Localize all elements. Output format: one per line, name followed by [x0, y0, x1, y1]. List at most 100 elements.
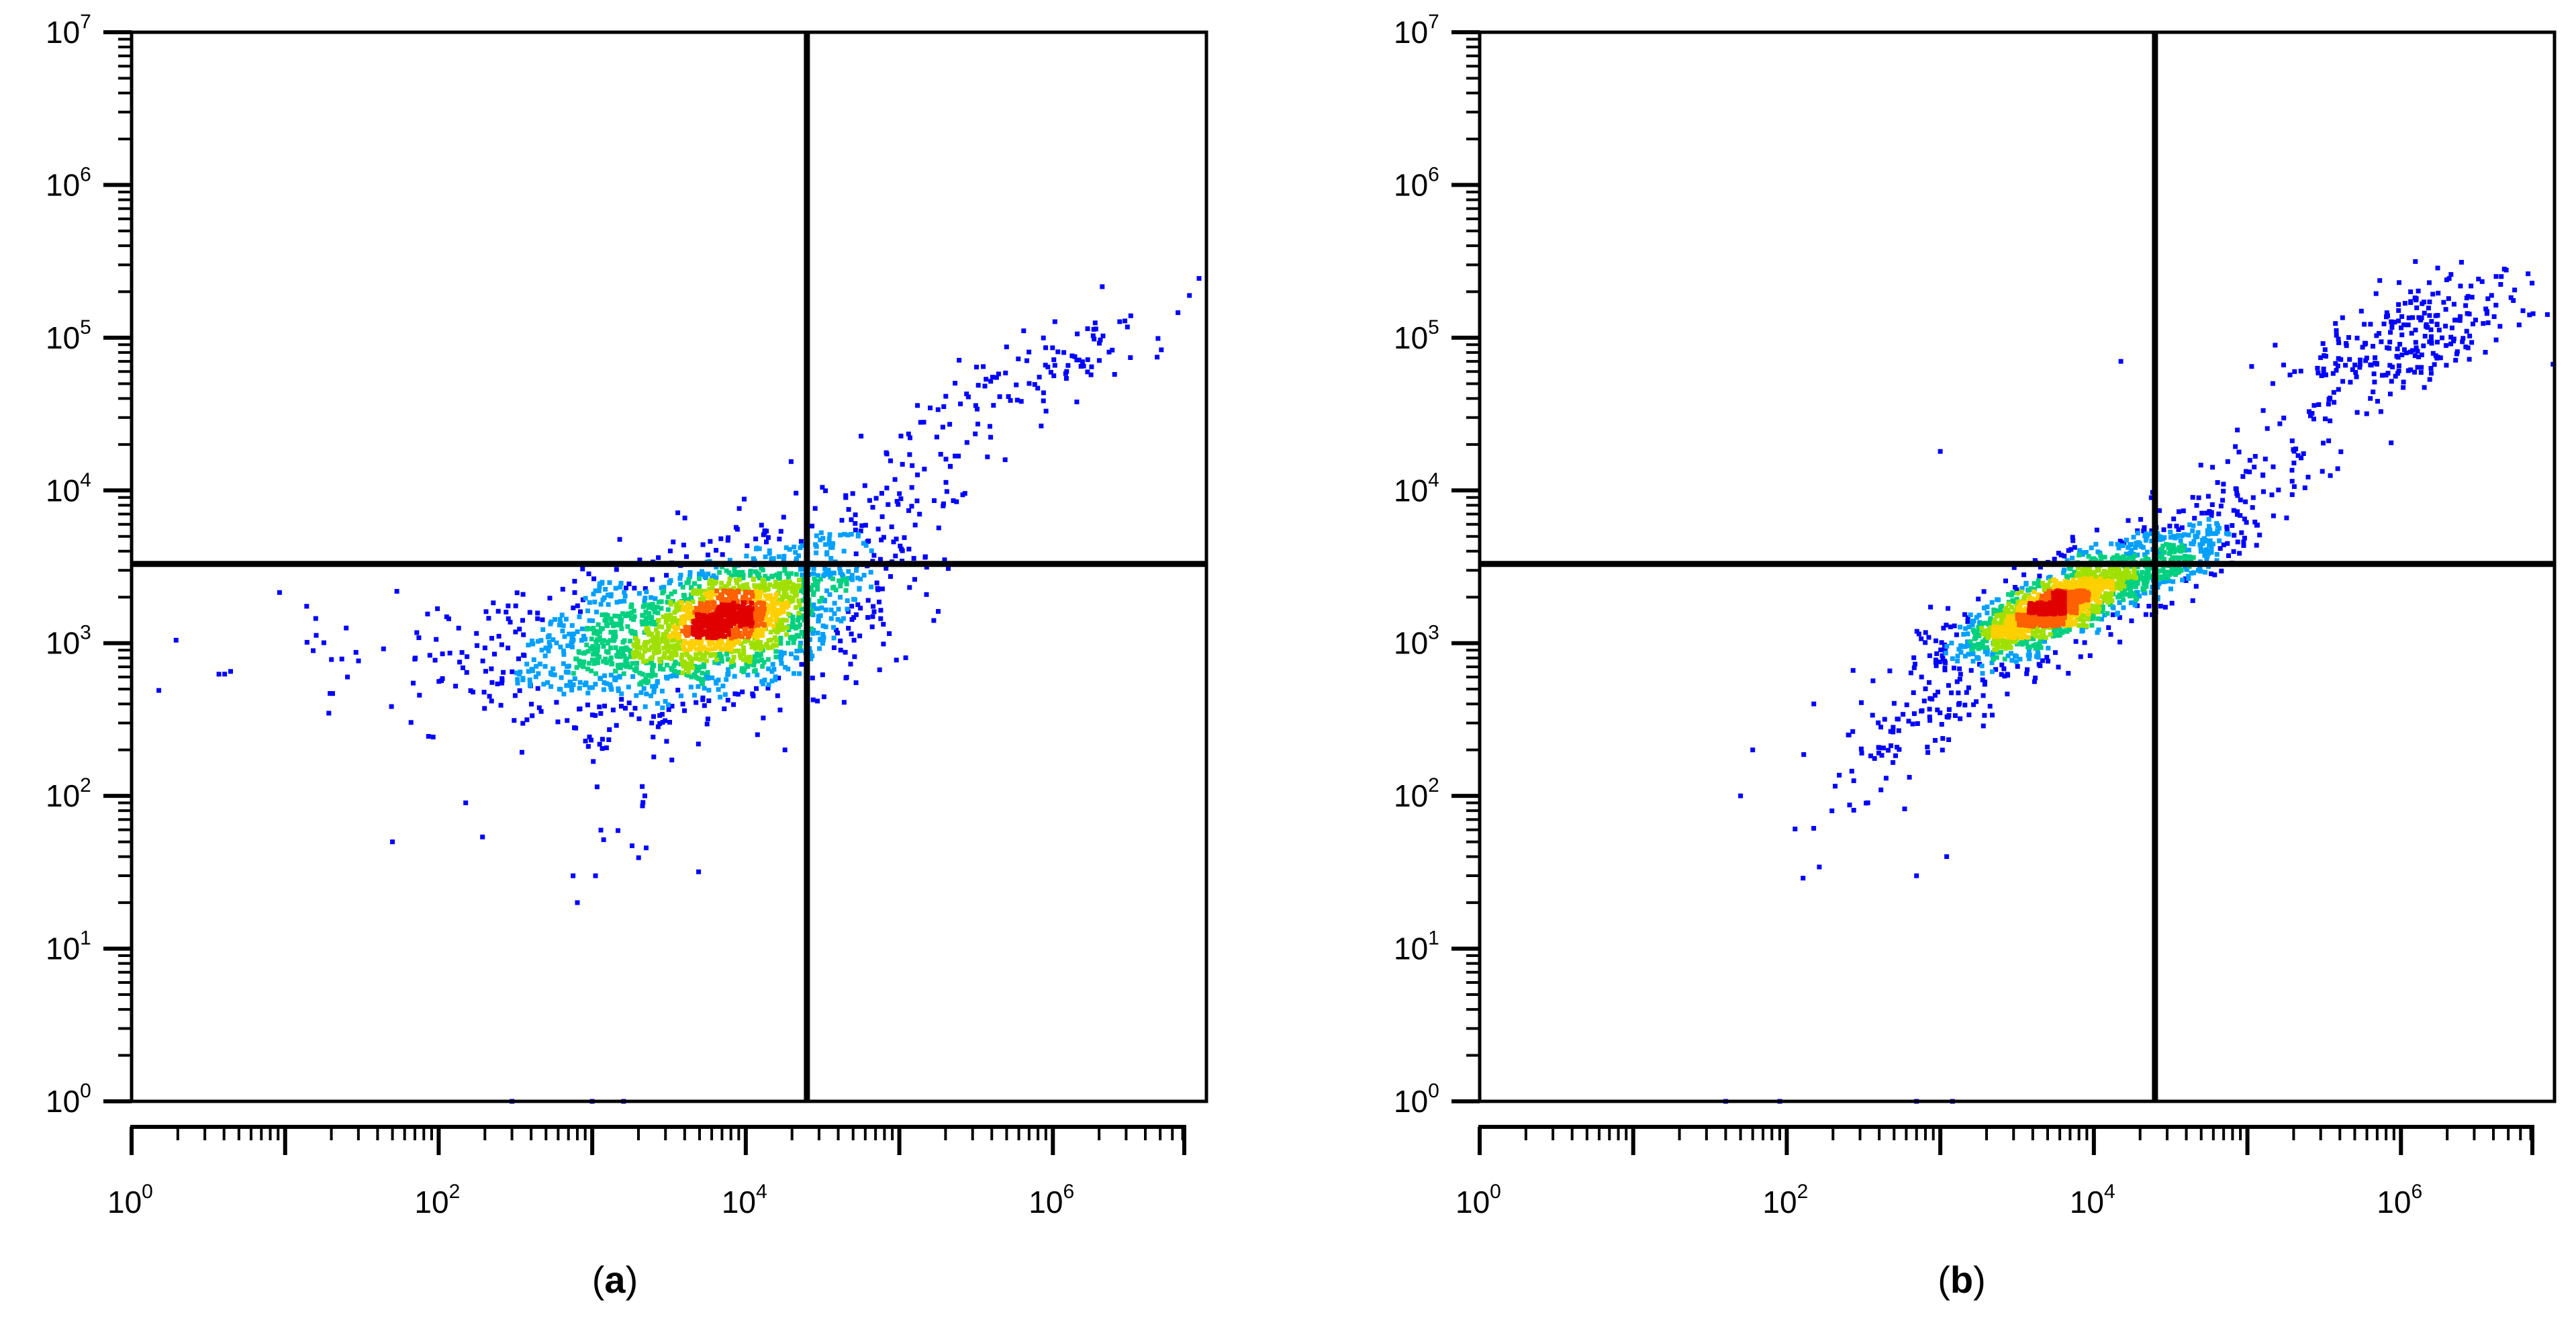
panel-b-event-point	[2221, 488, 2226, 494]
panel-a-event-point	[879, 537, 884, 543]
panel-a-event-point	[1035, 385, 1041, 391]
panel-a-event-point	[708, 539, 713, 544]
panel-b-event-point	[2167, 572, 2173, 578]
panel-b-event-point	[2096, 627, 2101, 633]
panel-b-event-point	[1928, 604, 1934, 610]
panel-a-event-point	[683, 598, 688, 603]
panel-a-event-point	[714, 657, 719, 662]
panel-a-event-point	[546, 639, 552, 645]
panel-a-event-point	[790, 621, 795, 627]
panel-b-event-point	[2082, 576, 2087, 582]
panel-b-event-point	[2168, 557, 2174, 563]
panel-a-event-point	[692, 581, 697, 586]
panel-b-event-point	[2119, 590, 2125, 595]
panel-a-event-point	[843, 649, 848, 655]
panel-a-event-point	[708, 598, 713, 603]
panel-a-event-point	[718, 615, 724, 621]
panel-a-event-point	[653, 684, 659, 689]
panel-a-event-point	[528, 682, 533, 687]
panel-a-event-point	[728, 659, 734, 664]
panel-a-event-point	[1008, 398, 1013, 403]
panel-b-event-point	[2387, 392, 2393, 397]
panel-a-event-point	[779, 652, 784, 657]
panel-a-event-point	[613, 634, 618, 639]
panel-b-event-point	[2226, 553, 2231, 558]
panel-b-event-point	[1946, 683, 1951, 688]
panel-b-event-point	[2132, 593, 2138, 598]
panel-b-event-point	[2062, 594, 2067, 599]
panel-b-event-point	[2011, 635, 2016, 641]
panel-a-event-point	[985, 454, 990, 459]
panel-b-event-point	[2144, 549, 2150, 555]
panel-b-event-point	[2189, 557, 2194, 562]
panel-a-event-point	[540, 627, 546, 632]
panel-b-event-point	[2354, 335, 2360, 340]
panel-b-event-point	[2062, 629, 2067, 634]
panel-b-event-point	[2144, 580, 2149, 584]
panel-b-event-point	[2190, 495, 2195, 500]
panel-b-event-point	[2023, 580, 2029, 586]
panel-a-event-point	[1088, 372, 1094, 377]
panel-b-event-point	[2489, 293, 2494, 298]
panel-b-event-point	[1911, 665, 1917, 670]
panel-a-event-point	[782, 747, 788, 753]
panel-b-event-point	[2019, 613, 2025, 618]
panel-a-event-point	[873, 496, 879, 501]
panel-a-event-point	[604, 649, 609, 654]
panel-b-event-point	[2491, 314, 2497, 319]
panel-b-event-point	[2247, 457, 2252, 463]
panel-a-event-point	[524, 661, 530, 667]
panel-b-event-point	[2289, 492, 2295, 498]
panel-a-event-point	[719, 580, 724, 586]
panel-a-event-point	[734, 648, 739, 653]
panel-a-event-point	[716, 661, 721, 666]
panel-a-event-point	[743, 587, 748, 592]
panel-a-event-point	[699, 602, 704, 607]
panel-a-event-point	[724, 612, 728, 618]
panel-a-event-point	[708, 625, 713, 630]
panel-a-y-tick-label-base: 10	[46, 320, 80, 355]
panel-b-event-point	[1971, 618, 1976, 624]
panel-b-event-point	[2204, 510, 2209, 516]
panel-a-x-tick-label-base: 10	[414, 1185, 448, 1220]
panel-b-event-point	[2035, 596, 2040, 602]
panel-b-event-point	[2073, 639, 2079, 644]
panel-b-event-point	[2043, 635, 2048, 640]
panel-a-event-point	[736, 639, 742, 645]
panel-a-event-point	[712, 592, 718, 597]
panel-b-event-point	[2015, 663, 2020, 669]
panel-b-event-point	[2426, 280, 2432, 285]
panel-b-event-point	[2018, 629, 2023, 634]
panel-a-event-point	[747, 659, 753, 664]
panel-a-event-point	[640, 672, 645, 677]
panel-b-event-point	[2209, 510, 2214, 515]
panel-b-event-point	[1991, 620, 1997, 625]
panel-b-event-point	[2077, 553, 2082, 558]
panel-a-event-point	[781, 514, 786, 520]
panel-a-event-point	[755, 617, 761, 623]
panel-a-event-point	[597, 635, 602, 640]
panel-b-event-point	[2405, 322, 2411, 328]
panel-a-event-point	[1089, 364, 1094, 369]
panel-a-event-point	[771, 623, 776, 629]
panel-a-event-point	[790, 586, 795, 591]
panel-b-event-point	[1927, 653, 1932, 658]
panel-a-event-point	[865, 598, 871, 603]
panel-a-event-point	[776, 628, 781, 633]
panel-b-event-point	[2205, 553, 2210, 559]
panel-a-event-point	[655, 724, 661, 729]
panel-a-event-point	[535, 639, 540, 644]
panel-b-event-point	[1941, 625, 1946, 631]
panel-b-event-point	[2168, 529, 2173, 535]
panel-b-event-point	[2042, 639, 2048, 644]
panel-a-event-point	[496, 633, 502, 639]
panel-a-event-point	[710, 635, 715, 641]
panel-b-event-point	[2125, 574, 2130, 580]
panel-b-event-point	[1927, 715, 1932, 720]
panel-b-event-point	[1801, 752, 1807, 758]
panel-b-event-point	[2009, 592, 2014, 598]
panel-b-event-point	[2062, 590, 2067, 596]
panel-b-event-point	[2206, 516, 2211, 522]
panel-a-event-point	[772, 584, 777, 589]
panel-a-event-point	[777, 537, 782, 542]
